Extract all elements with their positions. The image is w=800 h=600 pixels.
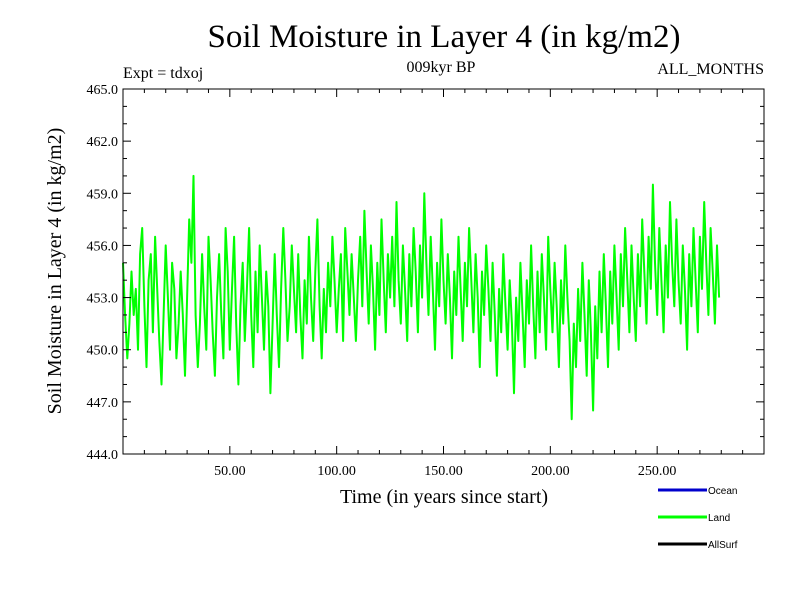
x-tick-label: 50.00 bbox=[214, 464, 246, 479]
chart-title: Soil Moisture in Layer 4 (in kg/m2) bbox=[208, 19, 681, 55]
y-tick-label: 453.0 bbox=[87, 292, 119, 307]
y-tick-label: 456.0 bbox=[87, 239, 119, 254]
y-tick-label: 450.0 bbox=[87, 344, 119, 359]
series-line-land bbox=[122, 174, 721, 421]
period-label: 009kyr BP bbox=[407, 59, 476, 76]
legend: Ocean Land AllSurf bbox=[658, 486, 738, 551]
y-tick-label: 459.0 bbox=[87, 187, 119, 202]
y-tick-label: 447.0 bbox=[87, 396, 119, 411]
x-tick-label: 100.00 bbox=[317, 464, 356, 479]
y-axis: 444.0 447.0 450.0 453.0 456.0 459.0 462.0 465.0 bbox=[87, 83, 764, 463]
x-tick-label: 150.00 bbox=[424, 464, 463, 479]
y-tick-label: 462.0 bbox=[87, 135, 119, 150]
legend-label-ocean: Ocean bbox=[708, 486, 737, 497]
y-tick-label: 465.0 bbox=[87, 83, 119, 98]
experiment-label: Expt = tdxoj bbox=[123, 65, 203, 82]
x-tick-label: 200.00 bbox=[531, 464, 570, 479]
x-axis: 50.00 100.00 150.00 200.00 250.00 bbox=[143, 89, 744, 479]
y-axis-title: Soil Moisture in Layer 4 (in kg/m2) bbox=[44, 128, 66, 415]
legend-label-allsurf: AllSurf bbox=[708, 540, 738, 551]
plot-area bbox=[122, 174, 721, 421]
x-axis-title: Time (in years since start) bbox=[340, 486, 548, 508]
legend-label-land: Land bbox=[708, 513, 730, 524]
months-label: ALL_MONTHS bbox=[657, 61, 764, 78]
x-tick-label: 250.00 bbox=[638, 464, 677, 479]
y-tick-label: 444.0 bbox=[87, 448, 119, 463]
